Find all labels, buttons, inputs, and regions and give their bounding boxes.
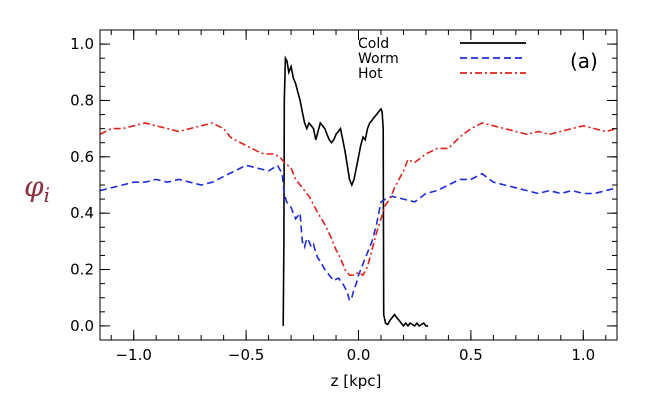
y-tick-label: 1.0 xyxy=(70,35,94,53)
y-tick-label: 0.4 xyxy=(70,204,94,222)
x-axis-title: z [kpc] xyxy=(331,372,382,390)
series-line-cold xyxy=(282,55,429,328)
x-tick-label: −1.0 xyxy=(115,346,151,364)
y-axis-title-symbol: φ xyxy=(24,170,44,203)
x-tick-label: 0.0 xyxy=(347,346,371,364)
legend-label-worm: Worm xyxy=(358,51,399,67)
series-line-hot xyxy=(100,122,617,277)
x-tick-label: −0.5 xyxy=(228,346,264,364)
legend-label-cold: Cold xyxy=(358,36,389,52)
series-line-worm xyxy=(100,164,617,303)
y-axis-title: φi xyxy=(24,170,50,207)
ticks-layer: −1.0 −0.5 0.0 0.5 1.0 0.0 0.2 0.4 0.6 0.8 1.0 xyxy=(70,29,617,364)
y-axis-title-subscript: i xyxy=(44,183,50,207)
panel-label: (a) xyxy=(570,49,598,73)
x-tick-label: 1.0 xyxy=(571,346,595,364)
x-tick-label: 0.5 xyxy=(459,346,483,364)
legend-label-hot: Hot xyxy=(358,66,383,82)
y-tick-label: 0.2 xyxy=(70,261,94,279)
y-tick-label: 0.8 xyxy=(70,91,94,109)
series-layer xyxy=(100,55,617,328)
y-tick-label: 0.6 xyxy=(70,148,94,166)
y-tick-label: 0.0 xyxy=(70,317,94,335)
